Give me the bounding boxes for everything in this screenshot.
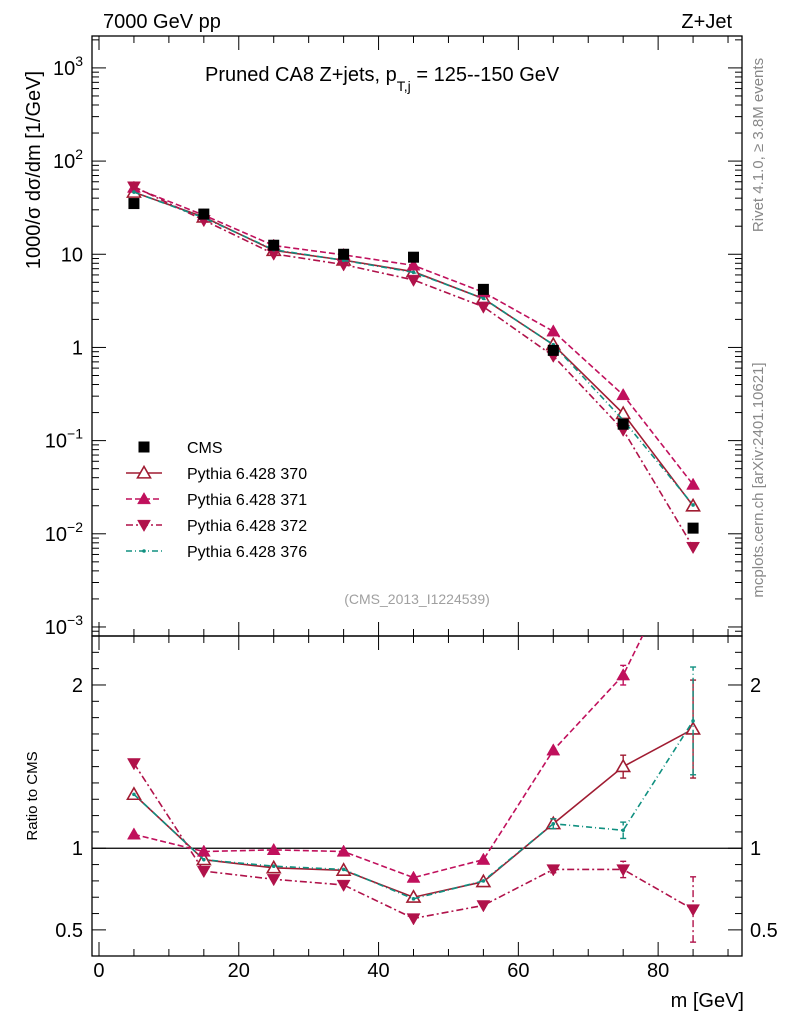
ratio-point-p371 <box>266 842 281 856</box>
ratio-y-axis-label: Ratio to CMS <box>24 751 41 840</box>
point-p376 <box>411 270 416 275</box>
ratio-point-p371 <box>336 844 351 857</box>
ratio-point-p372 <box>546 864 561 877</box>
ratio-point-p372 <box>686 904 701 917</box>
ratio-point-p376 <box>202 857 206 862</box>
legend: CMS Pythia 6.428 370 Pythia 6.428 371 Pythi… <box>126 440 307 561</box>
axes-group: 0 20 40 60 80 10−3 10−2 10−1 1 10 102 103 0.5 0.5 1 1 2 2 <box>45 36 778 982</box>
x-tick-label: 40 <box>367 960 389 982</box>
ratio-point-p372 <box>406 913 421 926</box>
ratio-point-p371 <box>546 743 561 756</box>
point-p372 <box>127 181 141 194</box>
legend-marker <box>137 519 151 533</box>
ratio-tick-label: 1 <box>72 838 83 860</box>
cms-point <box>408 251 420 263</box>
y-tick-label: 102 <box>53 146 83 173</box>
cms-point <box>128 198 140 210</box>
ratio-line-p371 <box>133 636 644 879</box>
point-p371 <box>406 258 421 271</box>
point-p372 <box>476 301 491 314</box>
ratio-point-p376 <box>411 897 416 901</box>
analysis-label: (CMS_2013_I1224539) <box>344 591 490 607</box>
side-rivet-label: Rivet 4.1.0, ≥ 3.8M events <box>750 58 767 232</box>
y-tick-label: 1 <box>72 337 83 359</box>
legend-marker <box>136 464 152 479</box>
cms-point <box>617 418 629 430</box>
series-line-p376 <box>133 191 694 506</box>
series-line-p372 <box>133 185 694 548</box>
cms-point <box>477 283 489 295</box>
ratio-point-p370 <box>405 889 422 903</box>
ratio-tick-label-right: 0.5 <box>750 920 778 942</box>
point-p371 <box>686 477 701 490</box>
series-line-p370 <box>133 191 694 507</box>
ratio-point-p371 <box>616 668 631 681</box>
legend-label: Pythia 6.428 376 <box>187 544 307 561</box>
ratio-point-p371 <box>196 844 211 857</box>
ratio-series-group <box>126 636 701 943</box>
ratio-point-p371 <box>127 827 141 840</box>
legend-label: CMS <box>187 440 223 457</box>
main-series-group <box>126 180 701 555</box>
y-tick-label: 103 <box>53 53 83 80</box>
ratio-point-p372 <box>127 758 141 771</box>
ratio-tick-label-right: 1 <box>750 838 761 860</box>
ratio-point-p376 <box>341 867 346 872</box>
ratio-point-p376 <box>551 821 556 826</box>
cms-point <box>687 522 699 534</box>
point-p371 <box>546 324 561 337</box>
ratio-point-p376 <box>621 828 625 833</box>
ratio-line-p376 <box>133 720 694 900</box>
chart-title: Pruned CA8 Z+jets, pT,j = 125--150 GeV <box>205 64 560 94</box>
header-process: Z+Jet <box>681 11 732 33</box>
ratio-point-p372 <box>616 864 631 877</box>
point-p376 <box>481 296 486 301</box>
ratio-point-p376 <box>481 879 486 883</box>
y-tick-label: 10 <box>61 244 83 266</box>
ratio-point-p371 <box>406 870 421 883</box>
legend-label: Pythia 6.428 371 <box>187 492 307 509</box>
x-tick-label: 20 <box>228 960 250 982</box>
ratio-point-p376 <box>132 792 136 797</box>
cms-point <box>198 208 210 220</box>
side-mcplots-label: mcplots.cern.ch [arXiv:2401.10621] <box>750 362 767 597</box>
legend-marker <box>142 549 146 553</box>
x-tick-label: 0 <box>93 960 104 982</box>
y-tick-label: 10−2 <box>45 519 83 546</box>
point-p376 <box>132 190 136 194</box>
ratio-point-p370 <box>615 758 632 773</box>
point-p372 <box>686 541 701 555</box>
ratio-panel-frame <box>91 635 743 957</box>
x-tick-label: 80 <box>647 960 669 982</box>
legend-marker <box>138 441 150 453</box>
ratio-point-p376 <box>271 864 276 869</box>
cms-point <box>338 248 350 260</box>
ratio-point-p372 <box>196 865 211 879</box>
x-axis-label: m [GeV] <box>671 990 744 1012</box>
cms-point <box>268 239 280 251</box>
y-tick-label: 10−1 <box>45 426 83 453</box>
ratio-point-p372 <box>336 879 351 892</box>
legend-marker <box>137 491 151 505</box>
y-axis-label: 1000/σ dσ/dm [1/GeV] <box>23 71 45 269</box>
point-p371 <box>616 387 631 401</box>
ratio-point-p376 <box>691 719 695 723</box>
x-tick-label: 60 <box>507 960 529 982</box>
point-p376 <box>691 503 695 507</box>
point-p372 <box>406 274 421 287</box>
ratio-point-p372 <box>476 900 491 913</box>
header-energy: 7000 GeV pp <box>103 11 221 33</box>
y-tick-label: 10−3 <box>45 612 83 639</box>
cms-point <box>547 344 559 356</box>
ratio-tick-label: 0.5 <box>55 920 83 942</box>
ratio-tick-label: 2 <box>72 675 83 697</box>
legend-label: Pythia 6.428 372 <box>187 518 307 535</box>
ratio-point-p372 <box>266 874 281 887</box>
ratio-point-p371 <box>476 852 491 865</box>
ratio-tick-label-right: 2 <box>750 675 761 697</box>
legend-label: Pythia 6.428 370 <box>187 466 307 483</box>
